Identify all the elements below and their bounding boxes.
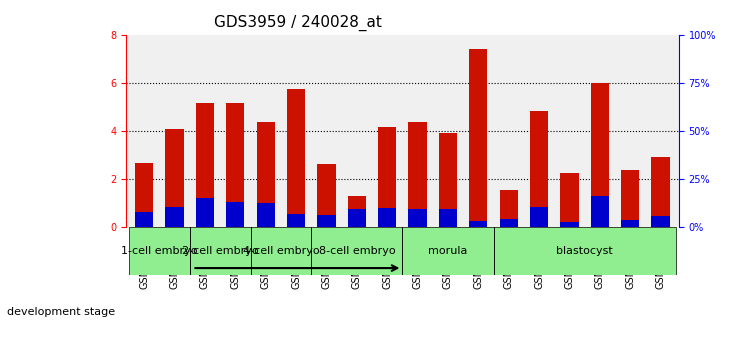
- Bar: [409, 122, 427, 227]
- Text: 8-cell embryo: 8-cell embryo: [319, 246, 395, 256]
- Text: development stage: development stage: [7, 307, 115, 316]
- Bar: [287, 89, 306, 227]
- Bar: [348, 209, 366, 227]
- Bar: [469, 48, 488, 227]
- Bar: [348, 196, 366, 227]
- Bar: [257, 203, 275, 227]
- Bar: [165, 129, 183, 227]
- Bar: [317, 164, 336, 227]
- Bar: [530, 207, 548, 227]
- Text: 1-cell embryo: 1-cell embryo: [121, 246, 197, 256]
- Bar: [317, 215, 336, 227]
- FancyBboxPatch shape: [190, 227, 251, 275]
- Bar: [469, 221, 488, 227]
- Bar: [165, 207, 183, 227]
- FancyBboxPatch shape: [402, 227, 493, 275]
- Text: morula: morula: [428, 246, 468, 256]
- Bar: [530, 111, 548, 227]
- Bar: [257, 122, 275, 227]
- Bar: [226, 103, 244, 227]
- Text: GDS3959 / 240028_at: GDS3959 / 240028_at: [214, 15, 382, 31]
- Bar: [621, 170, 640, 227]
- Bar: [135, 162, 154, 227]
- Bar: [591, 196, 609, 227]
- Bar: [439, 132, 457, 227]
- Bar: [409, 209, 427, 227]
- Bar: [287, 214, 306, 227]
- Text: 2-cell embryo: 2-cell embryo: [182, 246, 259, 256]
- Bar: [226, 202, 244, 227]
- Bar: [378, 208, 396, 227]
- FancyBboxPatch shape: [311, 227, 402, 275]
- Text: 4-cell embryo: 4-cell embryo: [243, 246, 319, 256]
- Bar: [651, 156, 670, 227]
- Bar: [439, 209, 457, 227]
- Bar: [561, 173, 578, 227]
- Text: blastocyst: blastocyst: [556, 246, 613, 256]
- Bar: [378, 126, 396, 227]
- Bar: [561, 223, 578, 227]
- Bar: [621, 220, 640, 227]
- Legend: count, percentile rank within the sample: count, percentile rank within the sample: [131, 351, 336, 354]
- Bar: [196, 199, 214, 227]
- Bar: [591, 83, 609, 227]
- Bar: [651, 217, 670, 227]
- Bar: [196, 103, 214, 227]
- Bar: [135, 212, 154, 227]
- FancyBboxPatch shape: [129, 227, 190, 275]
- Bar: [499, 190, 518, 227]
- FancyBboxPatch shape: [251, 227, 311, 275]
- Bar: [499, 219, 518, 227]
- FancyBboxPatch shape: [493, 227, 675, 275]
